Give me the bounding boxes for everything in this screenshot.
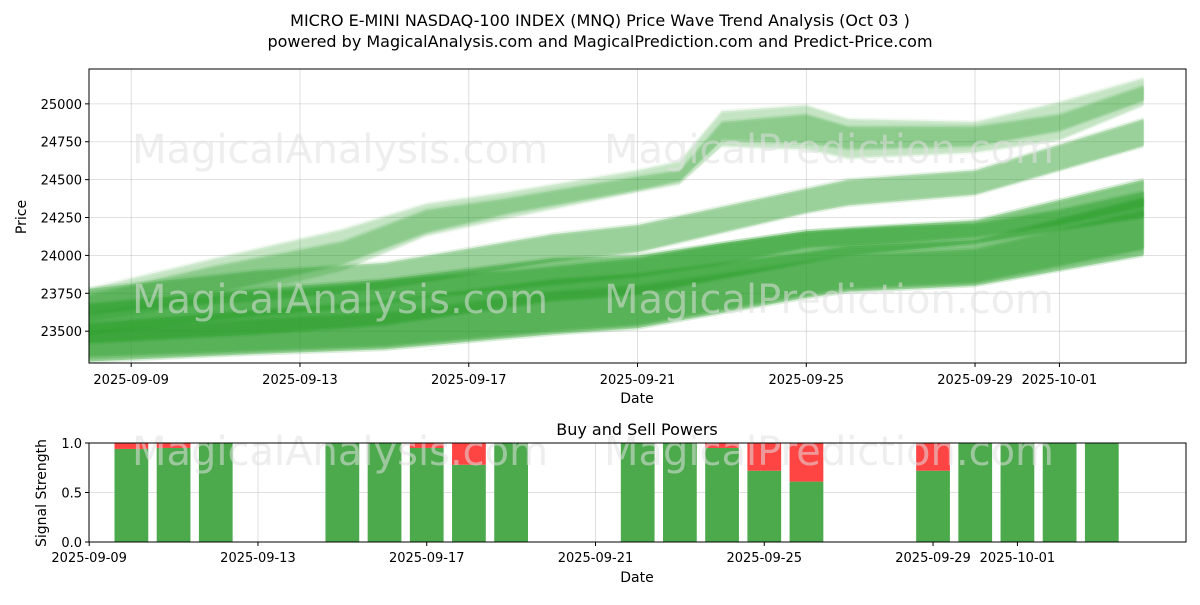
signal-plot: Buy and Sell Powers MagicalAnalysis.com …: [34, 420, 1187, 586]
wave-band: [89, 181, 1145, 342]
bottom-x-tick-label: 2025-09-29: [895, 551, 971, 566]
top-y-tick-label: 24750: [41, 136, 82, 151]
watermark-mid-left: MagicalAnalysis.com: [132, 277, 548, 323]
price-plot: MagicalAnalysis.com MagicalPrediction.co…: [14, 68, 1187, 407]
signal-bars: [114, 443, 1119, 542]
watermark-bottom-left: MagicalAnalysis.com: [132, 429, 548, 475]
wave-band: [89, 79, 1145, 321]
bottom-y-axis-label: Signal Strength: [34, 439, 50, 547]
chart-subtitle: powered by MagicalAnalysis.com and Magic…: [267, 32, 932, 51]
wave-band: [88, 189, 1144, 336]
wave-band: [88, 177, 1144, 346]
bottom-x-tick-label: 2025-09-09: [51, 551, 127, 566]
wave-band: [89, 211, 1145, 356]
watermark-top-right: MagicalPrediction.com: [604, 127, 1054, 173]
top-x-tick-label: 2025-09-25: [768, 373, 844, 388]
wave-band: [89, 199, 1145, 360]
watermark-mid-right: MagicalPrediction.com: [604, 277, 1054, 323]
bottom-y-tick-label: 1.0: [61, 437, 82, 452]
top-x-tick-label: 2025-09-21: [600, 373, 676, 388]
watermark-top-left: MagicalAnalysis.com: [132, 127, 548, 173]
wave-band: [89, 119, 1144, 313]
top-y-tick-label: 24000: [41, 249, 82, 264]
buy-bar: [409, 447, 444, 542]
top-y-tick-label: 25000: [41, 98, 82, 113]
bottom-y-tick-label: 0.5: [61, 487, 82, 502]
buy-bar: [198, 443, 233, 542]
top-x-tick-label: 2025-09-17: [431, 373, 507, 388]
top-x-tick-label: 2025-09-13: [262, 373, 338, 388]
bottom-x-tick-label: 2025-09-25: [726, 551, 802, 566]
wave-band: [89, 209, 1144, 357]
wave-band: [89, 193, 1145, 333]
buy-bar: [452, 464, 486, 542]
buy-bar: [1042, 443, 1077, 542]
wave-band: [88, 208, 1144, 359]
buy-bar: [156, 447, 191, 542]
buy-bar: [325, 443, 360, 542]
wave-band: [88, 196, 1144, 364]
buy-bar: [367, 443, 402, 542]
sell-bar: [747, 443, 782, 471]
buy-bar: [958, 443, 993, 542]
top-x-tick-label: 2025-09-29: [937, 373, 1013, 388]
buy-bar: [494, 443, 528, 542]
buy-bar: [747, 470, 782, 542]
buy-bar: [789, 481, 824, 542]
buy-bar: [916, 470, 950, 542]
top-y-tick-label: 23500: [41, 325, 82, 340]
top-x-axis-label: Date: [620, 391, 653, 407]
wave-band: [89, 197, 1144, 362]
bottom-x-tick-label: 2025-09-21: [558, 551, 634, 566]
wave-band: [89, 120, 1145, 312]
watermark-bottom-right: MagicalPrediction.com: [604, 429, 1054, 475]
top-y-axis-label: Price: [14, 200, 30, 234]
wave-band: [89, 85, 1144, 316]
buy-bar: [1000, 443, 1035, 542]
sell-bar: [114, 443, 149, 449]
wave-band: [88, 83, 1144, 318]
bottom-x-tick-label: 2025-09-17: [389, 551, 465, 566]
top-x-tick-label: 2025-10-01: [1022, 373, 1098, 388]
sell-bar: [916, 443, 950, 471]
wave-band: [88, 117, 1144, 315]
bottom-chart-title: Buy and Sell Powers: [556, 420, 718, 439]
chart-title: MICRO E-MINI NASDAQ-100 INDEX (MNQ) Pric…: [290, 11, 910, 30]
top-y-tick-label: 24500: [41, 174, 82, 189]
top-y-tick-label: 24250: [41, 212, 82, 227]
wave-band: [89, 191, 1144, 335]
sell-bar: [409, 443, 444, 448]
sell-bar: [789, 443, 824, 482]
sell-bar: [705, 443, 739, 448]
buy-bar: [620, 443, 655, 542]
sell-bar: [156, 443, 191, 448]
sell-bar: [452, 443, 486, 465]
wave-band: [89, 87, 1145, 315]
bottom-x-axis-label: Date: [620, 570, 653, 586]
bottom-x-tick-label: 2025-10-01: [980, 551, 1056, 566]
buy-bar: [705, 447, 739, 542]
wave-bands: [88, 76, 1145, 364]
buy-bar: [114, 448, 149, 542]
top-x-tick-label: 2025-09-09: [93, 373, 169, 388]
wave-band: [88, 76, 1144, 324]
wave-band: [89, 78, 1144, 323]
wave-band: [89, 179, 1144, 344]
buy-bar: [1084, 443, 1119, 542]
bottom-x-tick-label: 2025-09-13: [220, 551, 296, 566]
top-y-tick-label: 23750: [41, 287, 82, 302]
buy-bar: [663, 443, 697, 542]
bottom-y-tick-label: 0.0: [61, 536, 82, 551]
